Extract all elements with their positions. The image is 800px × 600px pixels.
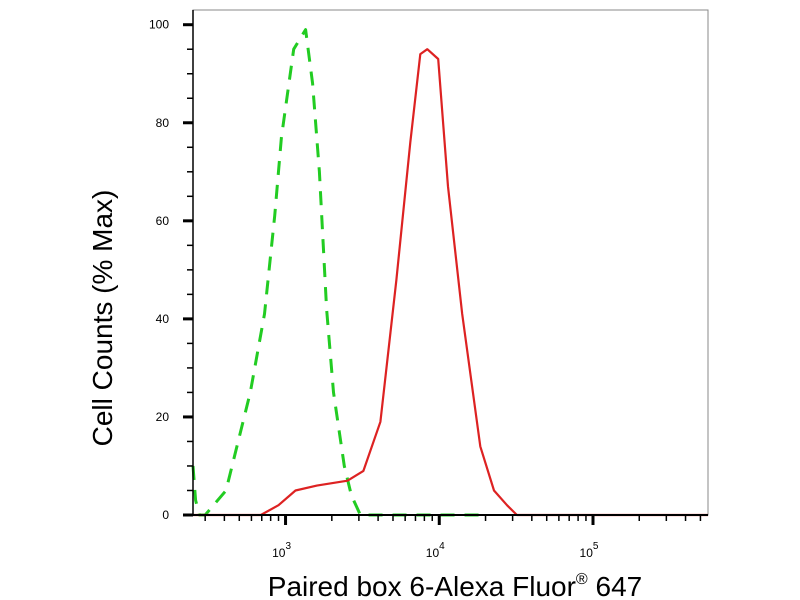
x-tick-base: 10: [272, 546, 286, 560]
series-line-solid-red: [193, 48, 708, 517]
series-layer: [191, 28, 708, 517]
y-tick-label: 0: [162, 508, 169, 522]
x-axis-title: Paired box 6-Alexa Fluor® 647: [268, 571, 642, 600]
x-axis-title-main: Paired box 6-Alexa Fluor: [268, 571, 576, 600]
x-tick-base: 10: [426, 546, 440, 560]
x-tick-label: 104: [426, 541, 445, 560]
y-tick-label: 100: [149, 18, 169, 32]
series-line-dashed-green: [191, 28, 486, 517]
x-tick-base: 10: [580, 546, 594, 560]
y-axis-title: Cell Counts (% Max): [87, 190, 118, 447]
x-tick-exponent: 3: [285, 541, 291, 552]
plot-frame: [192, 9, 709, 516]
x-tick-label: 105: [580, 541, 599, 560]
x-axis-title-suffix: 647: [588, 571, 643, 600]
x-tick-exponent: 5: [593, 541, 599, 552]
y-tick-label: 60: [156, 214, 170, 228]
y-tick-label: 80: [156, 116, 170, 130]
y-tick-label: 40: [156, 312, 170, 326]
x-axis-title-registered: ®: [576, 571, 588, 588]
y-tick-label: 20: [156, 410, 170, 424]
x-tick-exponent: 4: [439, 541, 445, 552]
x-tick-label: 103: [272, 541, 291, 560]
